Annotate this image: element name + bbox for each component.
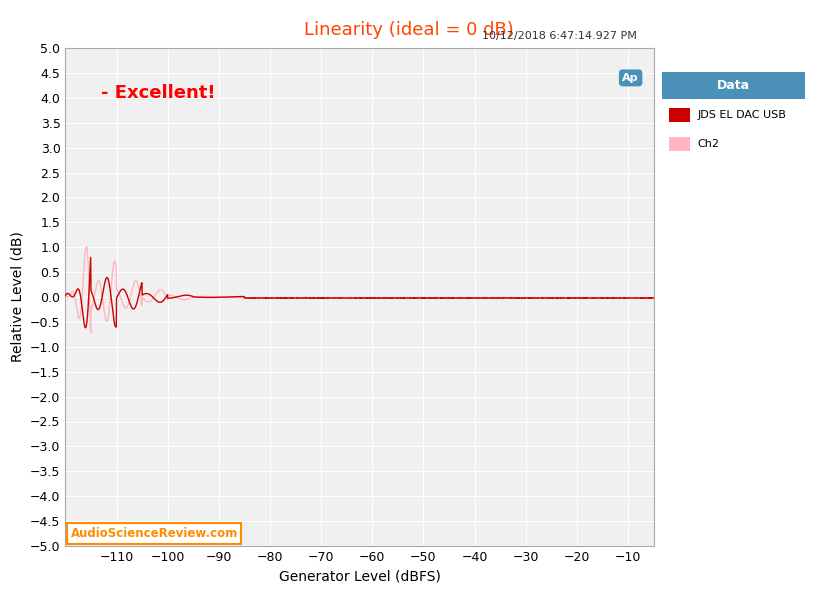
Text: Data: Data	[717, 79, 750, 92]
Text: - Excellent!: - Excellent!	[101, 84, 216, 102]
Text: JDS EL DAC USB: JDS EL DAC USB	[698, 110, 787, 120]
Text: Linearity (ideal = 0 dB): Linearity (ideal = 0 dB)	[304, 21, 513, 39]
X-axis label: Generator Level (dBFS): Generator Level (dBFS)	[279, 569, 440, 583]
Text: Ap: Ap	[623, 73, 639, 83]
FancyBboxPatch shape	[669, 137, 690, 151]
Text: 10/12/2018 6:47:14.927 PM: 10/12/2018 6:47:14.927 PM	[482, 31, 637, 41]
Text: Ch2: Ch2	[698, 139, 720, 149]
Y-axis label: Relative Level (dB): Relative Level (dB)	[11, 232, 25, 362]
Text: AudioScienceReview.com: AudioScienceReview.com	[70, 527, 238, 540]
FancyBboxPatch shape	[669, 109, 690, 122]
FancyBboxPatch shape	[662, 72, 805, 99]
